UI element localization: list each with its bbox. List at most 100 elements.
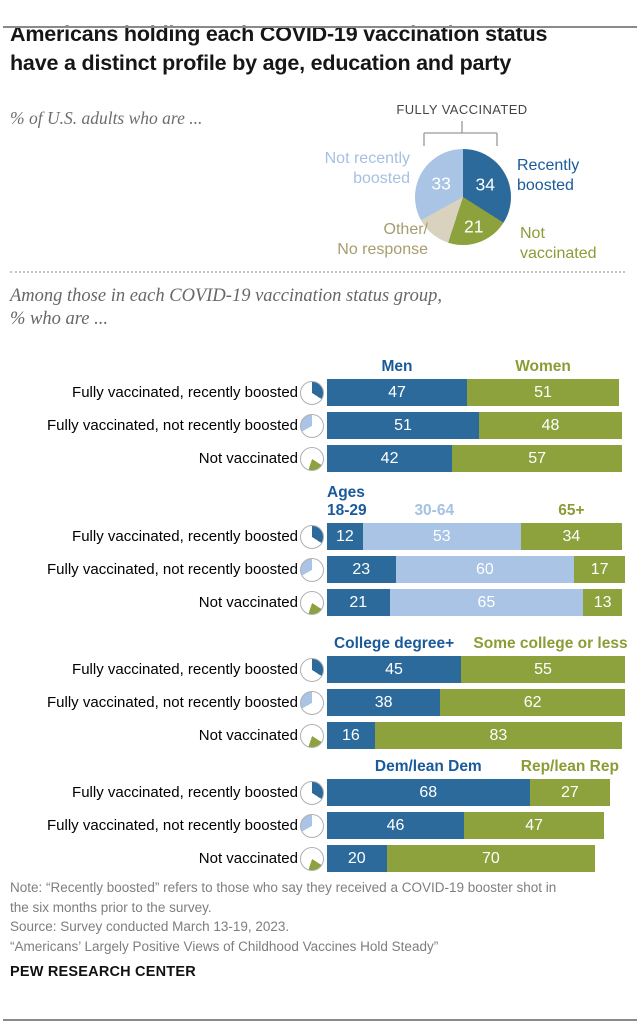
row-label: Not vaccinated	[198, 849, 298, 867]
vaccination-status-pie-icon	[300, 524, 324, 549]
text-line: Note: “Recently boosted” refers to those…	[10, 880, 557, 895]
row-label: Not vaccinated	[198, 726, 298, 744]
bar-row: Fully vaccinated, recently boosted 12 53 34	[10, 523, 625, 550]
bar-segment: 20	[327, 845, 387, 872]
page: Americans holding each COVID-19 vaccinat…	[0, 20, 640, 980]
bar-segment: 38	[327, 689, 441, 716]
pie-value: 21	[463, 216, 484, 237]
vaccination-status-pie-icon	[300, 780, 324, 805]
vaccination-status-pie-icon	[300, 413, 324, 438]
bar-segment: 47	[327, 379, 468, 406]
row-label: Fully vaccinated, not recently boosted	[47, 560, 298, 578]
pie-label-not-recently-boosted: Not recently boosted	[324, 150, 410, 187]
bar-row: Not vaccinated 21 65 13	[10, 589, 625, 616]
bar-segment: 62	[440, 689, 625, 716]
row-label: Fully vaccinated, not recently boosted	[47, 816, 298, 834]
pie-label-recently-boosted: Recently boosted	[517, 157, 580, 194]
text-line: “Americans’ Largely Positive Views of Ch…	[10, 938, 439, 954]
pie-subtitle: % of U.S. adults who are ...	[10, 108, 203, 128]
row-label: Not vaccinated	[198, 593, 298, 611]
vaccination-status-pie-icon	[300, 690, 324, 715]
vaccination-status-pie-icon	[300, 813, 324, 838]
bar-group-age: Ages 18-29 30-64 65+ Fully vaccinated, rece…	[10, 483, 625, 616]
stacked-bar: 51 48	[327, 412, 625, 439]
pie-label-not-vaccinated: Not vaccinated	[520, 225, 597, 262]
brand-wordmark: PEW RESEARCH CENTER	[10, 964, 196, 980]
bar-segment: 57	[452, 445, 623, 472]
row-label: Fully vaccinated, recently boosted	[72, 383, 298, 401]
stacked-bar: 21 65 13	[327, 589, 625, 616]
column-header: Dem/lean Dem	[374, 758, 482, 775]
bar-row: Fully vaccinated, recently boosted 47 51	[10, 379, 625, 406]
row-label: Fully vaccinated, recently boosted	[72, 783, 298, 801]
bar-segment: 65	[389, 589, 584, 616]
pie-value: 34	[475, 174, 496, 195]
pie-area: FULLY VACCINATED 34 21 33 Recently boosted…	[300, 100, 625, 268]
row-label: Fully vaccinated, not recently boosted	[47, 693, 298, 711]
text-line: Source: Survey conducted March 13-19, 20…	[10, 919, 290, 934]
bar-groups: Men Women Fully vaccinated, recently boost…	[10, 357, 628, 872]
bar-group-education: College degree+ Some college or less Fully…	[10, 634, 628, 749]
group-header: Dem/lean Dem Rep/lean Rep	[327, 757, 625, 776]
bar-segment: 51	[327, 412, 479, 439]
row-label: Not vaccinated	[198, 449, 298, 467]
bar-row: Fully vaccinated, not recently boosted 46…	[10, 812, 625, 839]
column-header: College degree+	[333, 635, 455, 652]
stacked-bar: 42 57	[327, 445, 625, 472]
bar-segment: 16	[327, 722, 375, 749]
stacked-bar: 68 27	[327, 779, 625, 806]
overview-section: % of U.S. adults who are ... FULLY VACCI…	[10, 100, 625, 268]
row-label: Fully vaccinated, recently boosted	[72, 660, 298, 678]
vaccination-status-pie-icon	[300, 846, 324, 871]
bar-segment: 68	[327, 779, 530, 806]
top-rule	[3, 26, 637, 28]
pie-value: 33	[431, 173, 451, 194]
stacked-bar: 20 70	[327, 845, 625, 872]
row-label: Fully vaccinated, recently boosted	[72, 527, 298, 545]
bar-segment: 34	[520, 523, 622, 550]
bar-row: Fully vaccinated, not recently boosted 38…	[10, 689, 625, 716]
footnote: Note: “Recently boosted” refers to those…	[10, 878, 625, 956]
bar-segment: 13	[583, 589, 622, 616]
bar-row: Fully vaccinated, recently boosted 68 27	[10, 779, 625, 806]
bar-segment: 23	[327, 556, 396, 583]
bar-segment: 47	[464, 812, 605, 839]
bar-segment: 60	[395, 556, 575, 583]
bar-row: Not vaccinated 20 70	[10, 845, 625, 872]
group-header: Men Women	[327, 357, 625, 376]
fully-vaccinated-heading: FULLY VACCINATED	[396, 102, 528, 117]
column-header: Ages 18-29	[327, 484, 367, 519]
bar-row: Fully vaccinated, not recently boosted 51…	[10, 412, 625, 439]
bar-segment: 55	[461, 656, 625, 683]
group-header: Ages 18-29 30-64 65+	[327, 483, 625, 520]
bar-segment: 48	[478, 412, 622, 439]
bar-group-party: Dem/lean Dem Rep/lean Rep Fully vaccinated…	[10, 757, 625, 872]
bar-segment: 12	[327, 523, 363, 550]
column-header: Some college or less	[473, 635, 628, 652]
bar-section-intro: Among those in each COVID-19 vaccination…	[10, 285, 625, 331]
text-line: have a distinct profile by age, educatio…	[10, 51, 512, 75]
stacked-bar: 16 83	[327, 722, 625, 749]
vaccination-status-pie-icon	[300, 446, 324, 471]
dotted-divider	[10, 271, 625, 273]
text-line: the six months prior to the survey.	[10, 899, 212, 915]
bar-segment: 42	[327, 445, 453, 472]
column-header: Women	[515, 358, 571, 375]
column-header: 30-64	[414, 502, 455, 519]
column-header: Men	[381, 358, 413, 375]
bar-segment: 53	[362, 523, 521, 550]
row-label: Fully vaccinated, not recently boosted	[47, 416, 298, 434]
pie-chart: 34 21 33	[415, 149, 511, 245]
stacked-bar: 46 47	[327, 812, 625, 839]
bar-group-gender: Men Women Fully vaccinated, recently boost…	[10, 357, 625, 472]
vaccination-status-pie-icon	[300, 380, 324, 405]
stacked-bar: 23 60 17	[327, 556, 625, 583]
bar-segment: 83	[374, 722, 622, 749]
vaccination-status-pie-icon	[300, 557, 324, 582]
text-line: % who are ...	[10, 309, 108, 329]
bar-segment: 27	[529, 779, 611, 806]
pie-label-other-no-response: Other/ No response	[337, 221, 428, 258]
stacked-bar: 47 51	[327, 379, 625, 406]
vaccination-status-pie-icon	[300, 723, 324, 748]
stacked-bar: 45 55	[327, 656, 625, 683]
